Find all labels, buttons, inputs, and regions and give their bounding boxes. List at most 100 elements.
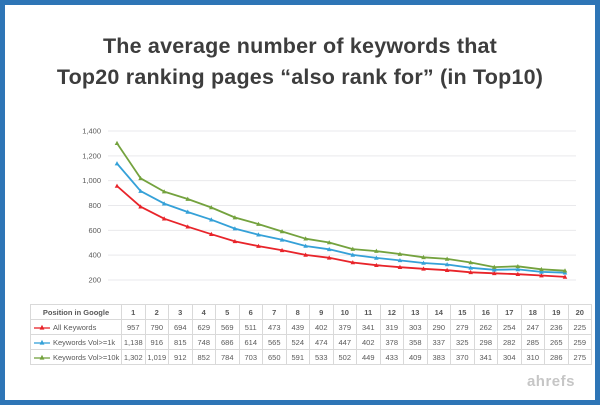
table-header-cell: 9 — [309, 304, 334, 320]
table-value-cell: 1,019 — [144, 349, 169, 365]
table-value-cell: 916 — [144, 334, 169, 350]
data-point-marker — [350, 252, 356, 257]
table-value-cell: 748 — [191, 334, 216, 350]
data-point-marker — [303, 236, 308, 241]
table-value-cell: 285 — [520, 334, 545, 350]
series-line — [116, 185, 566, 278]
series-name: All Keywords — [53, 322, 97, 332]
data-point-marker — [161, 201, 167, 206]
ahrefs-logo: ahrefs — [526, 373, 575, 390]
data-point-marker — [114, 183, 120, 188]
data-point-marker — [491, 264, 497, 269]
series-legend-cell: All Keywords — [30, 319, 122, 335]
table-header-cell: 20 — [567, 304, 592, 320]
table-value-cell: 694 — [168, 319, 193, 335]
table-header-cell: 13 — [403, 304, 428, 320]
table-value-cell: 591 — [285, 349, 310, 365]
data-point-marker — [209, 217, 214, 222]
table-value-cell: 912 — [168, 349, 193, 365]
table-value-cell: 378 — [379, 334, 404, 350]
table-value-cell: 569 — [215, 319, 240, 335]
table-value-cell: 957 — [121, 319, 146, 335]
table-value-cell: 1,302 — [121, 349, 146, 365]
data-point-marker — [350, 260, 356, 265]
data-point-marker — [326, 240, 332, 245]
data-point-marker — [161, 189, 167, 194]
table-value-cell: 286 — [544, 349, 569, 365]
table-value-cell: 433 — [379, 349, 404, 365]
data-point-marker — [326, 255, 332, 260]
data-point-marker — [114, 140, 120, 145]
data-point-marker — [138, 188, 143, 193]
data-point-marker — [421, 266, 426, 271]
data-point-marker — [185, 209, 191, 214]
data-point-marker — [421, 254, 426, 260]
data-point-marker — [114, 161, 120, 166]
data-point-marker — [303, 252, 308, 257]
data-point-marker — [326, 246, 332, 252]
data-point-marker — [185, 224, 191, 229]
data-point-marker — [444, 262, 450, 267]
table-header-cell: 15 — [450, 304, 475, 320]
y-axis-tick-label: 200 — [88, 276, 101, 285]
table-value-cell: 225 — [567, 319, 592, 335]
table-value-cell: 815 — [168, 334, 193, 350]
series-line — [116, 162, 566, 274]
table-value-cell: 358 — [403, 334, 428, 350]
data-point-marker — [209, 231, 214, 236]
table-value-cell: 790 — [144, 319, 169, 335]
data-table: Position in Google 1 2 3 4 5 6 7 8 9 10 11 12 13 14 15 1… — [30, 304, 592, 365]
y-axis-tick-label: 1,200 — [82, 151, 101, 160]
table-header-cell: 6 — [238, 304, 263, 320]
table-header-cell: 5 — [215, 304, 240, 320]
table-row: Keywords Vol>=1k 1,138 916 815 748 686 614 565 5… — [30, 334, 592, 350]
table-value-cell: 304 — [497, 349, 522, 365]
table-header-cell: 17 — [497, 304, 522, 320]
table-value-cell: 247 — [520, 319, 545, 335]
table-value-cell: 379 — [332, 319, 357, 335]
table-value-cell: 341 — [356, 319, 381, 335]
table-value-cell: 449 — [356, 349, 381, 365]
table-row: Keywords Vol>=10k 1,302 1,019 912 852 784 703 6… — [30, 349, 592, 365]
series-line — [116, 142, 566, 272]
table-value-cell: 473 — [262, 319, 287, 335]
table-header-cell: 2 — [144, 304, 169, 320]
data-point-marker — [539, 266, 544, 272]
data-point-marker — [185, 196, 191, 201]
table-header-cell: 11 — [356, 304, 381, 320]
data-point-marker — [350, 246, 356, 251]
legend-line-icon — [34, 324, 50, 330]
table-value-cell: 852 — [191, 349, 216, 365]
data-point-marker — [256, 221, 261, 226]
table-value-cell: 275 — [567, 349, 592, 365]
table-value-cell: 337 — [426, 334, 451, 350]
table-header-cell: 3 — [168, 304, 193, 320]
table-header-cell: 1 — [121, 304, 146, 320]
table-value-cell: 1,138 — [121, 334, 146, 350]
table-header-cell: 12 — [379, 304, 404, 320]
data-point-marker — [303, 243, 308, 248]
table-value-cell: 650 — [262, 349, 287, 365]
data-point-marker — [397, 257, 403, 263]
table-value-cell: 565 — [262, 334, 287, 350]
table-header-cell: 7 — [262, 304, 287, 320]
table-value-cell: 511 — [238, 319, 263, 335]
table-value-cell: 265 — [544, 334, 569, 350]
table-header-cell: 19 — [544, 304, 569, 320]
table-header-cell: 8 — [285, 304, 310, 320]
table-value-cell: 282 — [497, 334, 522, 350]
data-point-marker — [138, 204, 143, 209]
data-point-marker — [468, 265, 473, 270]
table-value-cell: 383 — [426, 349, 451, 365]
table-header-cell: 10 — [332, 304, 357, 320]
title-line1: The average number of keywords that — [102, 34, 498, 58]
table-row: All Keywords 957 790 694 629 569 511 473 439 402 3… — [30, 319, 592, 335]
table-value-cell: 298 — [473, 334, 498, 350]
series-name: Keywords Vol>=10k — [53, 352, 120, 362]
data-point-marker — [138, 175, 143, 181]
data-point-marker — [256, 232, 261, 237]
table-value-cell: 236 — [544, 319, 569, 335]
table-value-cell: 686 — [215, 334, 240, 350]
data-point-marker — [209, 205, 214, 210]
